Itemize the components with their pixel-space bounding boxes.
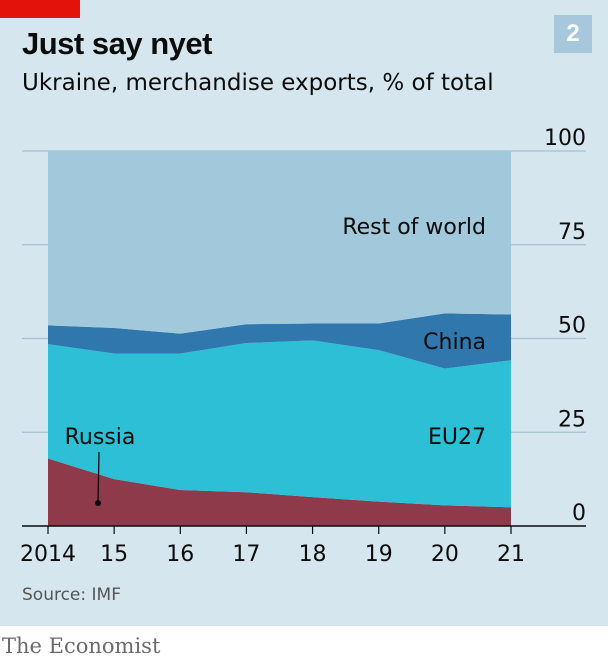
russia-leader-line [97, 451, 100, 503]
series-label-rest-of-world: Rest of world [342, 215, 486, 240]
y-tick-label: 100 [544, 126, 586, 151]
publisher-logo: The Economist [2, 634, 161, 658]
series-labels: Russia EU27 China Rest of world [65, 215, 486, 506]
stacked-area-chart: 0 25 50 75 100 2014 15 16 17 18 19 20 21 Russia EU27… [20, 126, 586, 567]
x-tick-label: 16 [166, 542, 194, 567]
area-russia [48, 458, 511, 526]
series-label-eu27: EU27 [428, 425, 486, 450]
y-tick-label: 25 [558, 407, 586, 432]
x-tick-label: 15 [100, 542, 128, 567]
area-rest-of-world [48, 151, 511, 334]
brand-red-tag [0, 0, 80, 18]
russia-leader-dot [95, 500, 101, 506]
chart-title: Just say nyet [22, 26, 212, 61]
y-axis-tick-labels: 0 25 50 75 100 [544, 126, 586, 526]
chart-number-badge: 2 [554, 15, 592, 53]
y-tick-label: 50 [558, 314, 586, 339]
x-axis: 2014 15 16 17 18 19 20 21 [20, 525, 586, 567]
x-tick-label: 17 [232, 542, 260, 567]
x-tick-label: 21 [497, 542, 525, 567]
y-tick-label: 75 [558, 220, 586, 245]
area-china [48, 313, 511, 369]
x-tick-label: 19 [365, 542, 393, 567]
area-eu27 [48, 340, 511, 508]
area-series [48, 151, 511, 526]
source-note: Source: IMF [22, 585, 121, 605]
x-tick-label: 18 [299, 542, 327, 567]
series-label-china: China [423, 330, 486, 355]
x-tick-label: 20 [431, 542, 459, 567]
x-tick-label: 2014 [20, 542, 76, 567]
chart-subtitle: Ukraine, merchandise exports, % of total [22, 70, 494, 96]
series-label-russia: Russia [65, 425, 136, 450]
y-tick-label: 0 [572, 501, 586, 526]
